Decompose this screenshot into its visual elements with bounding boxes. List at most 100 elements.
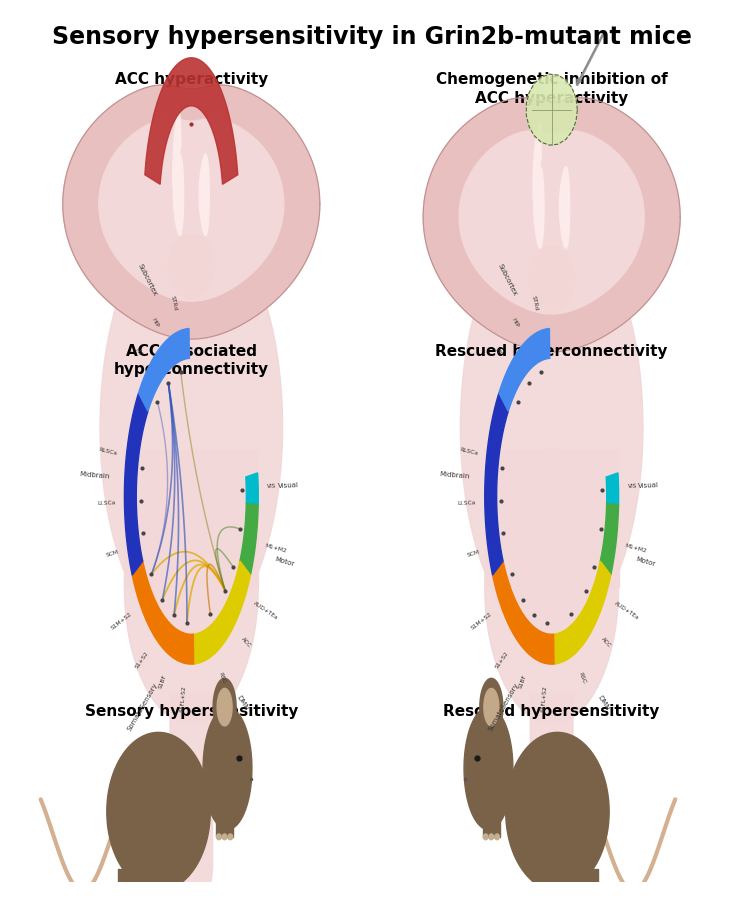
- Text: M1+M2: M1+M2: [624, 543, 647, 553]
- Polygon shape: [193, 561, 250, 664]
- Polygon shape: [533, 166, 544, 248]
- Polygon shape: [526, 74, 577, 145]
- Polygon shape: [217, 688, 232, 726]
- Text: HIP: HIP: [150, 317, 159, 328]
- Polygon shape: [170, 694, 212, 900]
- Text: S1+S2: S1+S2: [495, 651, 510, 670]
- Polygon shape: [531, 694, 573, 900]
- Polygon shape: [145, 58, 238, 184]
- Polygon shape: [203, 707, 252, 830]
- Polygon shape: [139, 328, 189, 411]
- Text: SomatoSensory: SomatoSensory: [487, 682, 519, 733]
- Text: RLSCa: RLSCa: [459, 446, 478, 456]
- Text: AUD+TEa: AUD+TEa: [253, 600, 279, 621]
- Polygon shape: [499, 328, 550, 411]
- Polygon shape: [100, 213, 282, 641]
- Text: ACC: ACC: [600, 636, 612, 648]
- Text: Motor: Motor: [274, 555, 296, 567]
- Polygon shape: [216, 834, 221, 840]
- Polygon shape: [63, 86, 319, 339]
- Polygon shape: [574, 869, 597, 884]
- Polygon shape: [99, 118, 284, 302]
- Polygon shape: [172, 110, 181, 187]
- Text: Midbrain: Midbrain: [80, 471, 110, 480]
- Text: M1+M2: M1+M2: [264, 543, 287, 553]
- Text: S1M+S2: S1M+S2: [470, 611, 493, 631]
- Polygon shape: [533, 123, 542, 201]
- Text: S1BF: S1BF: [158, 674, 168, 689]
- Polygon shape: [489, 834, 493, 840]
- Polygon shape: [107, 733, 210, 891]
- Text: ACC: ACC: [240, 636, 252, 648]
- Text: Sensory hypersensitivity: Sensory hypersensitivity: [85, 704, 298, 719]
- Text: RLSCa: RLSCa: [99, 446, 118, 456]
- Polygon shape: [216, 819, 233, 837]
- Text: SCM: SCM: [466, 550, 480, 558]
- Polygon shape: [483, 819, 500, 837]
- Polygon shape: [484, 688, 499, 726]
- Polygon shape: [480, 679, 503, 736]
- Polygon shape: [124, 393, 148, 575]
- Text: Chemogenetic inhibition of
ACC hyperactivity: Chemogenetic inhibition of ACC hyperacti…: [436, 72, 667, 106]
- Text: Midbrain: Midbrain: [440, 471, 470, 480]
- Text: VIS: VIS: [267, 483, 276, 489]
- Polygon shape: [228, 834, 233, 840]
- Text: DMN: DMN: [596, 694, 610, 711]
- Text: Rescued hypersensitivity: Rescued hypersensitivity: [444, 704, 660, 719]
- Text: LI.SCa: LI.SCa: [458, 500, 476, 506]
- Text: S1FL+S2: S1FL+S2: [180, 686, 187, 713]
- Polygon shape: [484, 450, 619, 724]
- Text: DMN: DMN: [236, 694, 250, 711]
- Text: STRd: STRd: [531, 295, 539, 310]
- Polygon shape: [528, 247, 575, 310]
- Polygon shape: [118, 869, 141, 884]
- Polygon shape: [484, 393, 508, 575]
- Polygon shape: [168, 234, 215, 298]
- Polygon shape: [173, 154, 184, 236]
- Polygon shape: [554, 561, 611, 664]
- Text: ACC hyperactivity: ACC hyperactivity: [114, 72, 268, 87]
- Text: Motor: Motor: [635, 555, 656, 567]
- Text: HY: HY: [133, 347, 143, 356]
- Text: Subcortex: Subcortex: [497, 262, 519, 296]
- Polygon shape: [483, 834, 488, 840]
- Polygon shape: [484, 450, 619, 587]
- Text: Visual: Visual: [278, 482, 299, 489]
- Text: STRd: STRd: [170, 295, 178, 310]
- Text: Subcortex: Subcortex: [137, 262, 158, 296]
- Text: Sensory hypersensitivity in Grin2b-mutant mice: Sensory hypersensitivity in Grin2b-mutan…: [51, 25, 692, 50]
- Text: SCM: SCM: [106, 550, 120, 558]
- Text: LI.SCa: LI.SCa: [97, 500, 116, 506]
- Polygon shape: [464, 707, 513, 830]
- Polygon shape: [495, 834, 499, 840]
- Text: S1FL+S2: S1FL+S2: [540, 686, 548, 713]
- Polygon shape: [459, 131, 644, 314]
- Polygon shape: [559, 166, 570, 248]
- Polygon shape: [606, 472, 619, 505]
- Text: S1M+S2: S1M+S2: [110, 611, 133, 631]
- Polygon shape: [424, 98, 680, 352]
- Polygon shape: [222, 834, 227, 840]
- Polygon shape: [124, 450, 259, 724]
- Text: HY: HY: [493, 347, 503, 356]
- Polygon shape: [461, 213, 643, 641]
- Polygon shape: [246, 472, 259, 505]
- Polygon shape: [132, 561, 194, 664]
- Text: ACC associated
hyperconnectivity: ACC associated hyperconnectivity: [114, 344, 269, 377]
- Text: Rescued hyperconnectivity: Rescued hyperconnectivity: [435, 344, 668, 358]
- Polygon shape: [240, 503, 258, 575]
- Text: RSC: RSC: [218, 671, 227, 685]
- Polygon shape: [213, 679, 236, 736]
- Text: S1+S2: S1+S2: [134, 651, 150, 670]
- Polygon shape: [506, 733, 609, 891]
- Polygon shape: [124, 450, 259, 587]
- Polygon shape: [199, 154, 210, 236]
- Polygon shape: [600, 503, 618, 575]
- Polygon shape: [493, 561, 554, 664]
- Text: SomatoSensory: SomatoSensory: [126, 682, 159, 733]
- Text: HIP: HIP: [510, 317, 519, 328]
- Text: VIS: VIS: [627, 483, 637, 489]
- Text: AUD+TEa: AUD+TEa: [613, 600, 640, 621]
- Text: Visual: Visual: [638, 482, 659, 489]
- Text: S1BF: S1BF: [519, 674, 528, 689]
